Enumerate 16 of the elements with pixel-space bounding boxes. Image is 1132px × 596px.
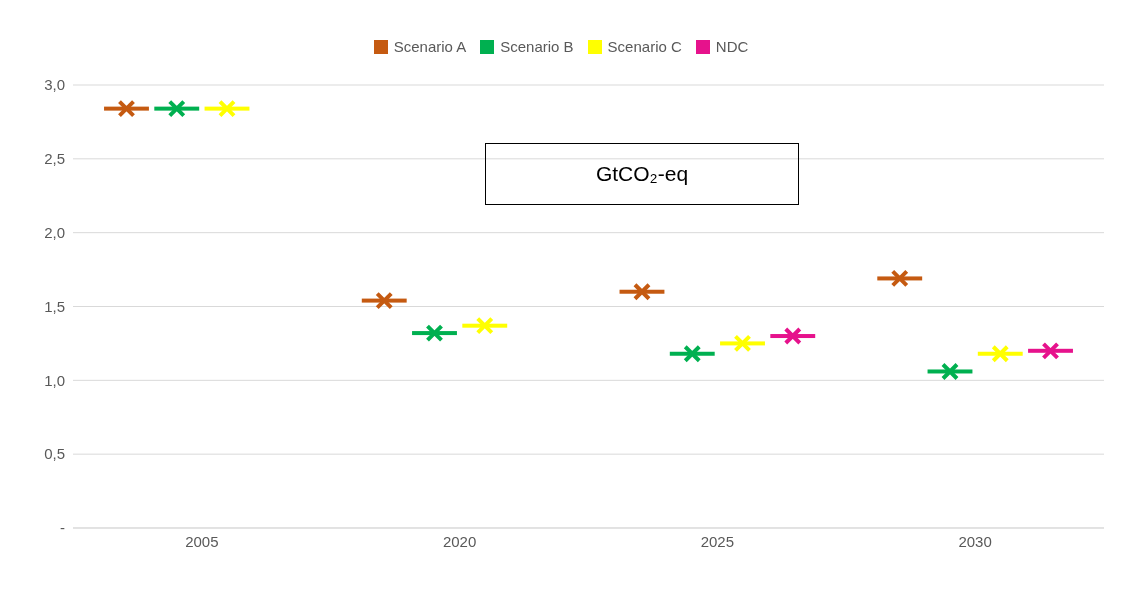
legend-label: Scenario B <box>499 38 574 55</box>
y-tick-label: 0,5 <box>44 445 65 463</box>
x-tick-label: 2005 <box>185 532 219 550</box>
x-tick-label: 2030 <box>958 532 992 550</box>
y-tick-label: 1,0 <box>44 371 65 389</box>
y-tick-label: 1,5 <box>44 297 65 315</box>
y-tick-label: 2,5 <box>44 150 65 168</box>
y-tick-label: 2,0 <box>44 223 65 241</box>
x-tick-label: 2025 <box>700 532 735 550</box>
annotation: GtCO₂-eq <box>595 162 689 186</box>
legend-label: Scenario C <box>606 38 682 55</box>
legend-label: NDC <box>714 38 749 55</box>
legend-label: Scenario A <box>392 38 467 55</box>
y-tick-label: - <box>60 519 65 537</box>
x-tick-label: 2020 <box>442 532 477 550</box>
y-tick-label: 3,0 <box>44 76 65 94</box>
